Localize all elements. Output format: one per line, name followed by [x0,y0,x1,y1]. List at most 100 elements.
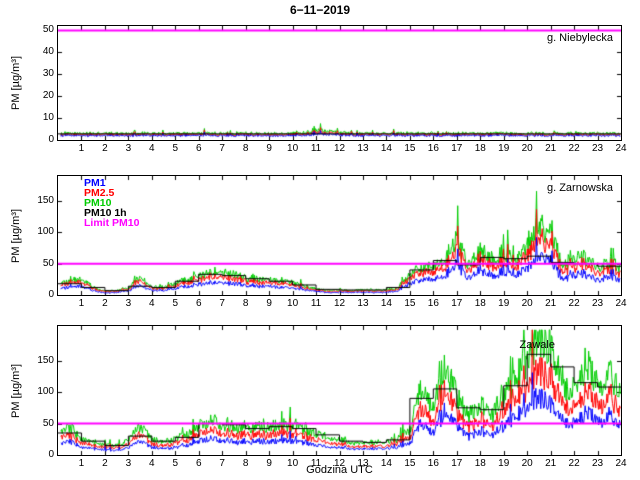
x-tick-label: 18 [474,143,486,154]
x-tick-label: 10 [287,458,299,469]
x-tick-label: 2 [102,298,108,309]
station-label: g. Niebylecka [546,32,613,44]
x-tick-label: 6 [195,298,202,309]
x-tick-label: 16 [427,143,439,154]
x-tick-label: 22 [568,298,580,309]
x-tick-label: 7 [219,458,225,469]
x-tick-label: 6 [195,143,202,154]
x-tick-label: 24 [615,458,627,469]
y-tick-label: 100 [37,386,54,398]
x-tick-label: 13 [357,458,369,469]
x-tick-label: 23 [591,298,604,309]
x-tick-label: 19 [498,458,510,469]
x-tick-label: 3 [125,298,132,309]
x-tick-label: 4 [149,143,155,154]
chart-title: 6−11−2019 [289,3,351,17]
legend-item: PM2.5 [84,187,115,199]
x-tick-label: 16 [427,298,439,309]
x-tick-label: 24 [615,298,627,309]
x-tick-label: 17 [451,298,463,309]
chart-panel: PM [µg/m³] Zawale 1 2 3 4 5 6 7 8 9 10 11 12 13 14 15 1… [10,325,627,469]
x-tick-label: 1 [78,143,85,154]
y-tick-label: 10 [42,112,54,124]
plot-canvas [58,176,621,295]
x-axis-label: Godzina UTC [306,464,373,476]
x-tick-label: 5 [172,298,179,309]
x-tick-label: 20 [521,298,533,309]
x-tick-label: 24 [615,143,627,154]
x-tick-label: 23 [591,458,604,469]
x-tick-label: 19 [498,143,510,154]
x-tick-label: 14 [380,458,392,469]
x-tick-label: 9 [266,458,272,469]
x-tick-label: 14 [380,298,392,309]
x-tick-label: 20 [521,143,533,154]
y-tick-label: 0 [48,134,54,145]
x-tick-label: 8 [242,143,249,154]
y-tick-label: 0 [48,289,54,300]
x-tick-label: 15 [404,298,416,309]
legend-item: PM10 1h [84,207,127,219]
x-tick-label: 22 [568,143,580,154]
legend-item: PM1 [84,177,106,189]
x-tick-label: 8 [242,298,249,309]
x-tick-label: 9 [266,143,272,154]
x-tick-label: 3 [125,458,132,469]
x-tick-label: 11 [310,458,322,469]
y-tick-label: 50 [42,417,54,429]
x-tick-label: 14 [380,143,392,154]
x-tick-label: 21 [545,458,557,469]
x-tick-label: 10 [287,298,299,309]
x-tick-label: 18 [474,298,486,309]
x-tick-label: 13 [357,298,369,309]
x-tick-label: 13 [357,143,369,154]
x-tick-label: 12 [333,143,346,154]
x-tick-label: 17 [451,143,463,154]
y-tick-label: 40 [42,46,54,58]
plot-canvas [58,26,621,140]
x-tick-label: 1 [78,298,85,309]
x-tick-label: 21 [545,143,557,154]
chart-panel: PM1 PM2.5 PM10 PM10 1h Limit PM10 PM [µg… [10,175,627,309]
x-tick-label: 18 [474,458,486,469]
x-tick-label: 2 [102,143,108,154]
x-tick-label: 5 [172,143,179,154]
x-tick-label: 6 [195,458,202,469]
x-tick-label: 7 [219,298,225,309]
x-tick-label: 12 [333,298,346,309]
x-tick-label: 5 [172,458,179,469]
x-tick-label: 19 [498,298,510,309]
legend-item: Limit PM10 [84,217,140,229]
x-tick-label: 2 [102,458,108,469]
x-tick-label: 4 [149,458,155,469]
y-tick-label: 30 [42,68,54,80]
x-tick-label: 23 [591,143,604,154]
y-tick-label: 150 [37,195,54,207]
x-tick-label: 10 [287,143,299,154]
x-tick-label: 1 [78,458,85,469]
plot-canvas [58,326,621,455]
x-tick-label: 3 [125,143,132,154]
x-tick-label: 9 [266,298,272,309]
y-tick-label: 50 [42,257,54,269]
x-tick-label: 4 [149,298,155,309]
y-tick-label: 50 [42,24,54,36]
y-tick-label: 0 [48,449,54,460]
x-tick-label: 7 [219,143,225,154]
x-tick-label: 17 [451,458,463,469]
x-tick-label: 11 [310,298,322,309]
y-tick-label: 100 [37,226,54,238]
x-tick-label: 8 [242,458,249,469]
chart-panel: PM [µg/m³] g. Niebylecka 1 2 3 4 5 6 7 8 9 10 11 12… [10,24,627,154]
x-tick-label: 15 [404,143,416,154]
legend-item: PM10 [84,197,112,209]
station-label: g. Zarnowska [546,182,613,194]
x-tick-label: 16 [427,458,439,469]
x-tick-label: 11 [310,143,322,154]
x-tick-label: 22 [568,458,580,469]
y-axis-label: PM [µg/m³] [10,55,22,111]
x-tick-label: 15 [404,458,416,469]
x-tick-label: 21 [545,298,557,309]
x-tick-label: 20 [521,458,533,469]
